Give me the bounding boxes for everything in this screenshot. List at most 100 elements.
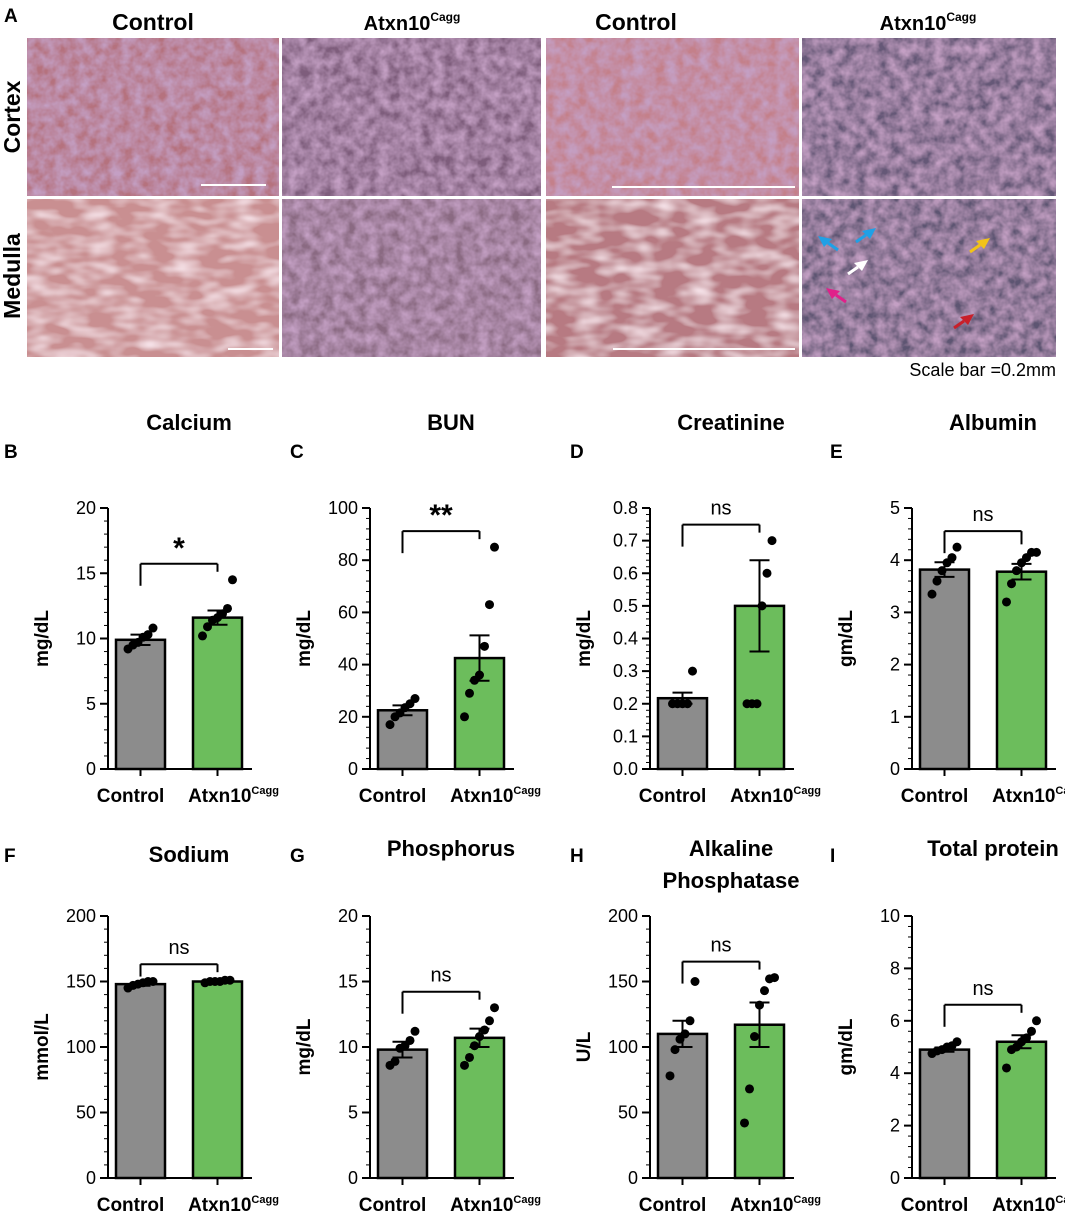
- y-tick-label: 0: [86, 759, 96, 779]
- y-tick-label: 80: [338, 550, 358, 570]
- chart-title: Albumin: [949, 410, 1037, 435]
- micrograph-cortex-control-high: [546, 38, 799, 196]
- y-axis-label: gm/dL: [836, 610, 857, 667]
- arrow-marker: [826, 288, 840, 299]
- significance-label: ns: [972, 504, 993, 526]
- y-tick-label: 4: [890, 1063, 900, 1083]
- svg-text:Control: Control: [595, 9, 677, 35]
- micrograph-medulla-control-low: [27, 199, 279, 357]
- panel-a-letter: A: [4, 6, 18, 27]
- chart-albumin: E Albumin 0 1 2 3 4 5 gm/dL Control Atxn10Cagg ns: [830, 410, 1065, 807]
- y-axis-label: U/L: [574, 1031, 595, 1062]
- data-point: [690, 977, 700, 986]
- significance-label: **: [429, 499, 453, 532]
- significance-label: ns: [168, 937, 189, 959]
- bar-atxn10: [995, 1040, 1048, 1180]
- panel-a-header-4: Atxn10Cagg: [880, 10, 977, 35]
- scale-bar-note: Scale bar =0.2mm: [909, 360, 1056, 380]
- x-tick-label: Control: [97, 1195, 165, 1212]
- data-point: [475, 1032, 484, 1042]
- chart-alkaline: H Alkaline Phosphatase 0 50 100 150 200 U/L Contr…: [570, 836, 821, 1212]
- arrow-shaft: [969, 243, 981, 254]
- y-tick-label: 10: [76, 629, 96, 649]
- data-point: [490, 1003, 499, 1013]
- chart-phosphorus: G Phosphorus 0 5 10 15 20 mg/dL Control Atxn10Cag…: [290, 836, 541, 1212]
- significance-label: ns: [710, 498, 731, 520]
- arrow-marker: [960, 314, 974, 325]
- y-tick-label: 100: [328, 498, 358, 518]
- y-tick-label: 0.8: [613, 498, 638, 518]
- micrograph-cortex-atxn10-high: [802, 38, 1056, 196]
- chart-title: Alkaline: [689, 836, 773, 861]
- chart-calcium: B Calcium 0 5 10 15 20 mg/dL Control Atxn10Cagg *: [4, 410, 279, 807]
- panel-a-header-3: Control: [595, 9, 677, 35]
- data-point: [203, 622, 212, 632]
- y-tick-label: 4: [890, 550, 900, 570]
- data-point: [385, 720, 395, 730]
- y-tick-label: 0: [348, 1168, 358, 1188]
- data-point: [1032, 547, 1041, 557]
- data-point: [750, 1032, 759, 1042]
- data-point: [680, 1029, 690, 1039]
- data-point: [665, 1071, 675, 1081]
- data-point: [1007, 579, 1016, 589]
- arrow-marker: [818, 236, 832, 247]
- x-tick-label: Atxn10Cagg: [992, 785, 1065, 807]
- significance-label: ns: [710, 935, 731, 957]
- bar-control: [376, 709, 429, 771]
- x-tick-label: Atxn10Cagg: [450, 1194, 541, 1212]
- data-point: [485, 600, 494, 610]
- y-tick-label: 100: [66, 1037, 96, 1057]
- data-point: [143, 630, 153, 640]
- data-point: [685, 1016, 695, 1026]
- x-tick-label: Atxn10Cagg: [188, 785, 279, 807]
- chart-total-protein: I Total protein 0 2 4 6 8 10 gm/dL Control Atxn10C…: [830, 836, 1065, 1212]
- bar-control: [656, 1032, 709, 1180]
- panel-letter: I: [830, 846, 835, 867]
- significance-label: ns: [972, 978, 993, 1000]
- data-point: [410, 694, 420, 704]
- data-point: [752, 699, 762, 709]
- arrow-marker: [854, 260, 868, 271]
- data-point: [762, 568, 772, 578]
- micrograph-medulla-atxn10-low: [282, 199, 541, 357]
- data-point: [480, 1025, 489, 1035]
- data-point: [1027, 1026, 1036, 1036]
- micrograph-cortex-atxn10-low: [282, 38, 541, 196]
- chart-title: Phosphorus: [387, 836, 515, 861]
- y-tick-label: 0.4: [613, 629, 638, 649]
- y-tick-label: 15: [76, 563, 96, 583]
- data-point: [148, 623, 158, 633]
- data-point: [225, 975, 235, 985]
- y-tick-label: 60: [338, 602, 358, 622]
- data-point: [947, 553, 957, 563]
- data-point: [1002, 597, 1011, 607]
- data-point: [1032, 1016, 1041, 1026]
- data-point: [688, 666, 697, 676]
- y-tick-label: 0: [890, 759, 900, 779]
- data-point: [390, 1056, 400, 1066]
- y-axis-label: mmol/L: [32, 1013, 53, 1081]
- arrow-marker: [976, 238, 990, 249]
- annotation-arrows: [818, 228, 990, 330]
- data-point: [470, 1041, 479, 1051]
- data-point: [405, 1035, 415, 1045]
- panel-a-header-1: Control: [112, 9, 194, 35]
- micrograph-medulla-atxn10-high: [802, 199, 1056, 357]
- data-point: [952, 542, 962, 552]
- y-tick-label: 15: [338, 972, 358, 992]
- data-point: [1022, 1033, 1031, 1043]
- data-point: [755, 1000, 764, 1010]
- x-tick-label: Control: [97, 786, 165, 807]
- bar-atxn10: [453, 1036, 506, 1180]
- row-label-medulla: Medulla: [0, 233, 25, 319]
- x-tick-label: Atxn10Cagg: [188, 1194, 279, 1212]
- data-point: [937, 566, 947, 576]
- data-point: [1012, 566, 1021, 576]
- y-tick-label: 100: [608, 1037, 638, 1057]
- x-tick-label: Atxn10Cagg: [730, 785, 821, 807]
- arrow-marker: [862, 228, 876, 239]
- bar-control: [656, 696, 709, 771]
- y-tick-label: 3: [890, 602, 900, 622]
- chart-title: Sodium: [149, 842, 230, 867]
